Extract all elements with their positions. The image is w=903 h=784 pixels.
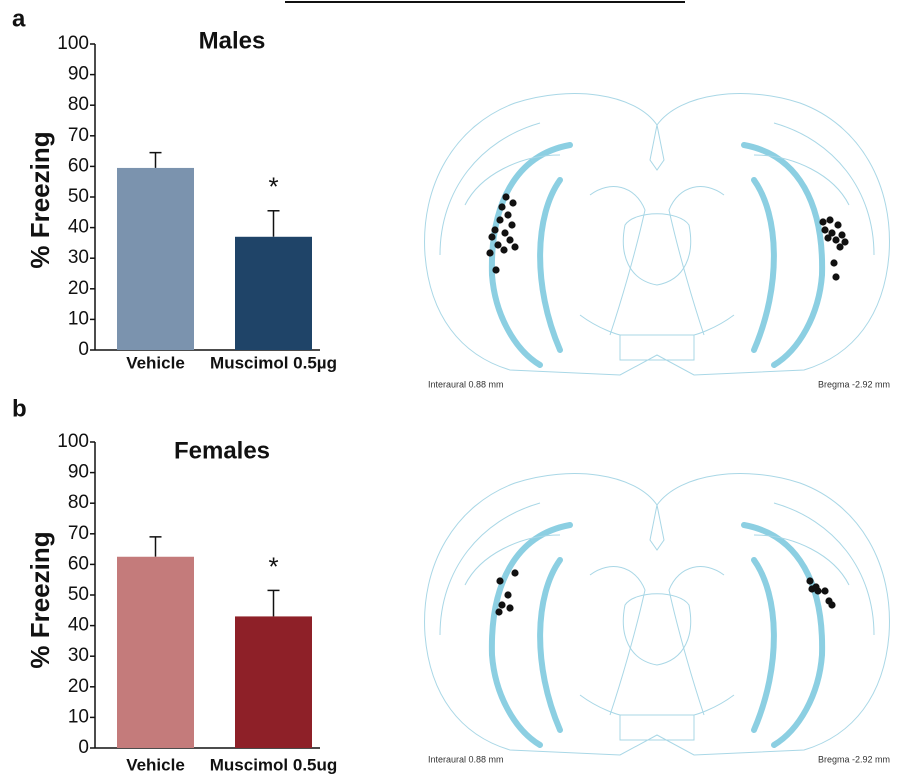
significance-marker: * xyxy=(268,551,278,581)
injection-dot xyxy=(504,591,511,598)
injection-dot xyxy=(836,243,843,250)
injection-dot xyxy=(826,216,833,223)
y-tick-label: 70 xyxy=(68,523,89,544)
chart-title: Males xyxy=(199,27,266,54)
injection-dot xyxy=(832,236,839,243)
injection-dot xyxy=(506,604,513,611)
y-tick-label: 20 xyxy=(68,278,89,299)
injection-dot xyxy=(488,233,495,240)
bar xyxy=(117,557,194,748)
y-tick-label: 80 xyxy=(68,492,89,513)
y-tick-label: 60 xyxy=(68,553,89,574)
y-tick-label: 90 xyxy=(68,462,89,483)
y-axis-label: % Freezing xyxy=(25,131,55,268)
injection-dot xyxy=(496,216,503,223)
injection-dot xyxy=(806,577,813,584)
bar xyxy=(235,237,312,350)
injection-dot xyxy=(494,241,501,248)
y-tick-label: 20 xyxy=(68,676,89,697)
bar xyxy=(235,616,312,748)
significance-marker: * xyxy=(268,172,278,202)
y-tick-label: 30 xyxy=(68,247,89,268)
injection-dot xyxy=(501,229,508,236)
panel-label: b xyxy=(12,395,27,422)
injection-dot xyxy=(830,259,837,266)
injection-dot xyxy=(509,199,516,206)
atlas-caption: Interaural 0.88 mm xyxy=(428,754,504,764)
y-tick-label: 90 xyxy=(68,64,89,85)
x-tick-label: Muscimol 0.5ug xyxy=(210,755,338,774)
y-axis-label: % Freezing xyxy=(25,531,55,668)
chart-title: Females xyxy=(174,437,270,464)
y-tick-label: 60 xyxy=(68,155,89,176)
injection-dot xyxy=(491,226,498,233)
atlas-caption: Interaural 0.88 mm xyxy=(428,379,504,389)
y-tick-label: 50 xyxy=(68,186,89,207)
injection-dot xyxy=(500,246,507,253)
injection-dot xyxy=(511,243,518,250)
injection-dot xyxy=(821,226,828,233)
figure: Interaural 0.88 mm Bregma -2.92 mm Inter… xyxy=(0,0,903,784)
injection-dot xyxy=(821,587,828,594)
y-tick-label: 70 xyxy=(68,125,89,146)
bar xyxy=(117,168,194,350)
injection-dot xyxy=(486,249,493,256)
x-tick-label: Muscimol 0.5µg xyxy=(210,353,337,372)
y-tick-label: 0 xyxy=(78,339,89,360)
injection-dot xyxy=(492,266,499,273)
panel-label: a xyxy=(12,5,26,32)
injection-dot xyxy=(504,211,511,218)
y-tick-label: 80 xyxy=(68,94,89,115)
y-tick-label: 10 xyxy=(68,308,89,329)
y-tick-label: 30 xyxy=(68,645,89,666)
injection-dot xyxy=(819,218,826,225)
injection-dot xyxy=(838,231,845,238)
y-tick-label: 0 xyxy=(78,737,89,758)
injection-dot xyxy=(834,221,841,228)
injection-dot xyxy=(498,601,505,608)
x-tick-label: Vehicle xyxy=(126,353,185,372)
injection-dot xyxy=(506,236,513,243)
injection-dot xyxy=(824,234,831,241)
y-tick-label: 100 xyxy=(57,431,89,452)
injection-dot xyxy=(828,601,835,608)
y-tick-label: 40 xyxy=(68,615,89,636)
y-tick-label: 50 xyxy=(68,584,89,605)
atlas-caption: Bregma -2.92 mm xyxy=(818,379,890,389)
atlas-caption: Bregma -2.92 mm xyxy=(818,754,890,764)
injection-dot xyxy=(496,577,503,584)
y-tick-label: 40 xyxy=(68,217,89,238)
injection-dot xyxy=(498,203,505,210)
injection-dot xyxy=(508,221,515,228)
injection-dot xyxy=(812,583,819,590)
injection-dot xyxy=(511,569,518,576)
injection-dot xyxy=(832,273,839,280)
injection-dot xyxy=(495,608,502,615)
y-tick-label: 100 xyxy=(57,33,89,54)
injection-dot xyxy=(502,193,509,200)
x-tick-label: Vehicle xyxy=(126,755,185,774)
y-tick-label: 10 xyxy=(68,706,89,727)
brain-atlas xyxy=(425,474,890,755)
